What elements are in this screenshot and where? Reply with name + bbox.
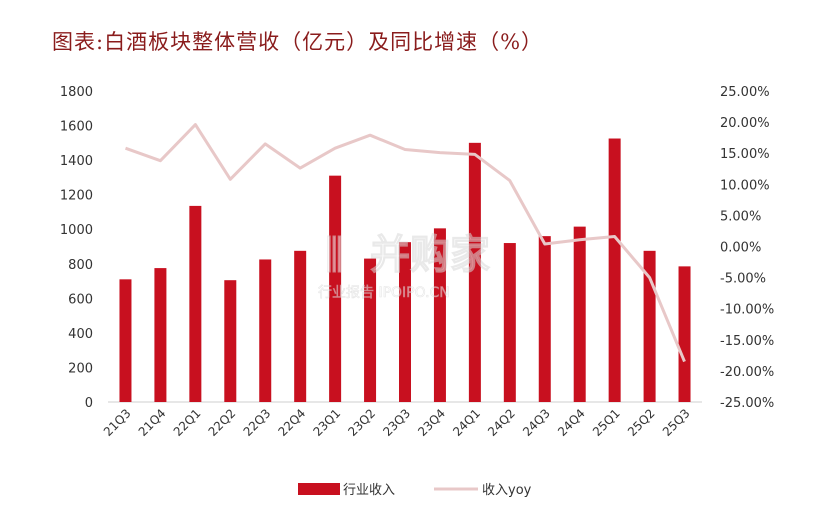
left-tick-label: 800 [68, 258, 93, 273]
x-tick-label: 25Q3 [660, 406, 693, 439]
right-tick-label: 5.00% [720, 209, 761, 224]
bar [678, 266, 691, 402]
bar [538, 236, 551, 402]
bar-series [119, 138, 691, 403]
legend-bar-swatch [298, 483, 340, 495]
bar [468, 142, 481, 403]
x-tick-label: 23Q4 [415, 406, 448, 439]
left-tick-label: 0 [85, 396, 93, 411]
bar [433, 228, 446, 402]
x-tick-label: 24Q3 [520, 406, 553, 439]
bar [189, 205, 202, 402]
right-tick-label: 25.00% [720, 85, 770, 100]
x-tick-label: 24Q2 [485, 406, 518, 439]
right-axis-ticks: -25.00% -20.00% -15.00% -10.00% -5.00% 0.00% 5… [720, 85, 774, 411]
bar [259, 259, 272, 402]
x-tick-label: 24Q4 [555, 406, 588, 439]
right-tick-label: 20.00% [720, 116, 770, 131]
right-tick-label: 0.00% [720, 241, 761, 256]
x-tick-label: 23Q1 [310, 406, 343, 439]
right-tick-label: -10.00% [720, 303, 774, 318]
bar [503, 243, 516, 402]
right-tick-label: -5.00% [720, 272, 766, 287]
x-tick-label: 22Q3 [241, 406, 274, 439]
x-axis-ticks: 21Q3 21Q4 22Q1 22Q2 22Q3 22Q4 23Q1 23Q2 23Q3 23Q4… [101, 406, 693, 439]
x-tick-label: 25Q1 [590, 406, 623, 439]
x-tick-label: 21Q4 [136, 406, 169, 439]
left-tick-label: 1400 [60, 154, 93, 169]
x-tick-label: 22Q4 [276, 406, 309, 439]
bar [608, 138, 621, 402]
chart-title: 图表:白酒板块整体营收（亿元）及同比增速（%） [52, 30, 544, 54]
watermark-main: 并购家 [370, 232, 490, 278]
yoy-line [124, 123, 686, 363]
left-tick-label: 1000 [60, 223, 93, 238]
right-tick-label: -15.00% [720, 334, 774, 349]
bar [224, 280, 237, 402]
right-tick-label: 15.00% [720, 147, 770, 162]
bar [573, 226, 586, 402]
x-tick-label: 24Q1 [450, 406, 483, 439]
right-tick-label: -25.00% [720, 396, 774, 411]
left-tick-label: 1800 [60, 85, 93, 100]
bar [154, 268, 167, 402]
left-tick-label: 400 [68, 327, 93, 342]
right-tick-label: -20.00% [720, 365, 774, 380]
watermark: ⫼ 并购家 行业报告 IPOIPO.CN [318, 232, 491, 302]
bar [364, 258, 377, 402]
legend: 行业收入 收入yoy [298, 483, 532, 498]
bar [329, 175, 342, 402]
watermark-sub: 行业报告 IPOIPO.CN [318, 285, 450, 301]
left-tick-label: 600 [68, 292, 93, 307]
right-tick-label: 10.00% [720, 178, 770, 193]
x-tick-label: 25Q2 [625, 406, 658, 439]
left-tick-label: 1200 [60, 189, 93, 204]
x-tick-label: 21Q3 [101, 406, 134, 439]
bar [294, 250, 307, 402]
x-tick-label: 22Q2 [206, 406, 239, 439]
x-tick-label: 23Q3 [380, 406, 413, 439]
bar [399, 242, 411, 402]
left-tick-label: 200 [68, 361, 93, 376]
watermark-logo-mark: ⫼ [325, 232, 343, 278]
legend-bar-label: 行业收入 [343, 483, 395, 498]
bar [119, 279, 132, 402]
x-tick-label: 23Q2 [345, 406, 378, 439]
legend-line-label: 收入yoy [482, 483, 532, 498]
left-tick-label: 1600 [60, 120, 93, 135]
left-axis-ticks: 0 200 400 600 800 1000 1200 1400 1600 1800 [60, 85, 93, 411]
x-tick-label: 22Q1 [171, 406, 204, 439]
